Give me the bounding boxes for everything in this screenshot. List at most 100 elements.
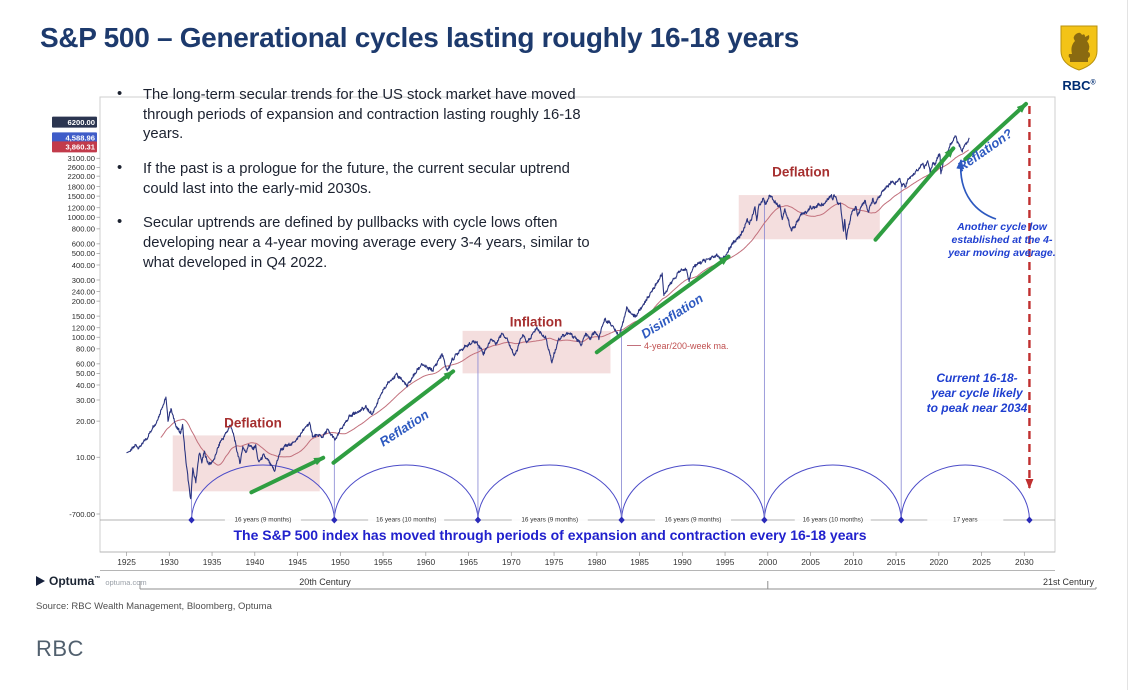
chart-caption: The S&P 500 index has moved through peri… (233, 527, 867, 543)
callout-arrow (956, 159, 997, 220)
cycle-duration-label: 16 years (9 months) (521, 517, 578, 524)
phase-label-deflation-1940s: Deflation (224, 415, 282, 431)
y-axis-highlight-label: 6200.00 (68, 118, 95, 127)
cycle-junction-marker (474, 516, 482, 524)
y-axis-label: -700.00 (69, 510, 95, 519)
optuma-wordmark: Optuma™ (49, 574, 101, 588)
y-axis-label: 200.00 (72, 297, 95, 306)
phase-shading-box (462, 330, 611, 374)
x-axis-year-label: 2025 (972, 557, 991, 567)
trend-arrow (963, 101, 1029, 162)
trademark-mark: ™ (94, 576, 101, 582)
x-axis-year-label: 1960 (416, 557, 435, 567)
page-title: S&P 500 – Generational cycles lasting ro… (40, 22, 799, 53)
bullet-item: Secular uptrends are defined by pullback… (97, 213, 605, 273)
y-axis-label: 40.00 (76, 381, 95, 390)
century-label-21st: 21st Century (1040, 577, 1098, 587)
note-cycle-low: Another cycle low established at the 4-y… (948, 221, 1056, 259)
cycle-duration-label: 17 years (953, 517, 978, 524)
moving-average-line (160, 149, 969, 466)
cycle-duration-label: 16 years (10 months) (803, 517, 863, 524)
century-label-20th: 20th Century (252, 577, 398, 587)
cycle-junction-marker (188, 516, 195, 524)
y-axis-label: 50.00 (76, 369, 95, 378)
phase-shading-box (738, 195, 880, 240)
x-axis-year-label: 1985 (630, 557, 649, 567)
x-axis-year-label: 2000 (758, 557, 777, 567)
cycle-arc (477, 464, 623, 521)
x-axis-year-label: 2010 (844, 557, 863, 567)
rbc-logo: RBC® (1054, 24, 1104, 93)
phase-label-deflation-2000s: Deflation (772, 164, 830, 180)
bullet-text: Secular uptrends are defined by pullback… (143, 215, 590, 271)
cycle-duration-label: 16 years (10 months) (376, 517, 436, 524)
x-axis-year-label: 1940 (245, 557, 264, 567)
x-axis-year-label: 2030 (1015, 557, 1034, 567)
y-axis-label: 800.00 (72, 225, 95, 234)
y-axis-label: 2200.00 (68, 172, 95, 181)
cycle-junction-marker (331, 516, 338, 524)
rbc-wordmark: RBC® (1062, 78, 1096, 93)
cycle-junction-marker (761, 516, 768, 524)
x-axis-year-label: 1990 (673, 557, 692, 567)
y-axis-label: 240.00 (72, 287, 95, 296)
x-axis-year-label: 1935 (203, 557, 222, 567)
cycle-arc (763, 464, 902, 521)
y-axis-label: 1200.00 (68, 204, 95, 213)
rbc-footer-wordmark: RBC (36, 636, 84, 661)
x-axis-year-label: 1980 (587, 557, 606, 567)
price-line (126, 135, 970, 500)
registered-mark: ® (1090, 79, 1096, 87)
phase-label-inflation-1970s: Inflation (509, 314, 563, 330)
x-axis-year-label: 1930 (160, 557, 179, 567)
trend-arrow (249, 455, 326, 495)
bullet-item: The long-term secular trends for the US … (97, 85, 605, 145)
y-axis-label: 600.00 (72, 240, 95, 249)
note-cycle-peak-2034: Current 16-18-year cycle likely to peak … (926, 371, 1028, 415)
source-attribution: Source: RBC Wealth Management, Bloomberg… (36, 601, 272, 612)
cycle-junction-marker (618, 516, 625, 524)
optuma-triangle-icon (36, 576, 45, 586)
x-axis-year-label: 1995 (716, 557, 735, 567)
cycle-duration-label: 16 years (9 months) (665, 517, 722, 524)
moving-average-legend: 4-year/200-week ma. (627, 341, 729, 351)
optuma-domain: optuma.com (105, 578, 147, 587)
cycle-junction-marker (1026, 516, 1033, 524)
y-axis-label: 60.00 (76, 360, 95, 369)
x-axis-year-label: 2005 (801, 557, 820, 567)
y-axis-label: 1800.00 (68, 182, 95, 191)
cycle-arc (333, 464, 479, 521)
ma-legend-text: 4-year/200-week ma. (644, 341, 729, 351)
x-axis-year-label: 1950 (331, 557, 350, 567)
cycle-arc (621, 464, 765, 521)
y-axis-label: 500.00 (72, 249, 95, 258)
y-axis-label: 3100.00 (68, 154, 95, 163)
y-axis-label: 80.00 (76, 345, 95, 354)
y-axis-label: 400.00 (72, 261, 95, 270)
y-axis-label: 20.00 (76, 417, 95, 426)
y-axis-label: 120.00 (72, 324, 95, 333)
trend-arrow (331, 369, 456, 465)
y-axis-label: 30.00 (76, 396, 95, 405)
x-axis-year-label: 1955 (374, 557, 393, 567)
y-axis-highlight-label: 3,860.31 (65, 143, 95, 152)
cycle-duration-label: 16 years (9 months) (235, 517, 292, 524)
cycle-arc (191, 464, 335, 521)
price-highlight-box (52, 132, 97, 144)
ma-line-swatch-icon (627, 345, 641, 346)
x-axis-year-label: 1975 (545, 557, 564, 567)
x-axis-year-label: 1965 (459, 557, 478, 567)
bullet-list: The long-term secular trends for the US … (97, 85, 605, 288)
y-axis-label: 1500.00 (68, 192, 95, 201)
y-axis-highlight-label: 4,588.96 (65, 134, 95, 143)
trend-arrow (594, 254, 731, 355)
bullet-item: If the past is a prologue for the future… (97, 159, 605, 199)
x-axis-year-label: 2020 (929, 557, 948, 567)
price-highlight-box (52, 116, 97, 128)
rbc-lion-shield-icon (1060, 25, 1098, 71)
y-axis-label: 2600.00 (68, 163, 95, 172)
y-axis-label: 1000.00 (68, 213, 95, 222)
y-axis-label: 10.00 (76, 453, 95, 462)
